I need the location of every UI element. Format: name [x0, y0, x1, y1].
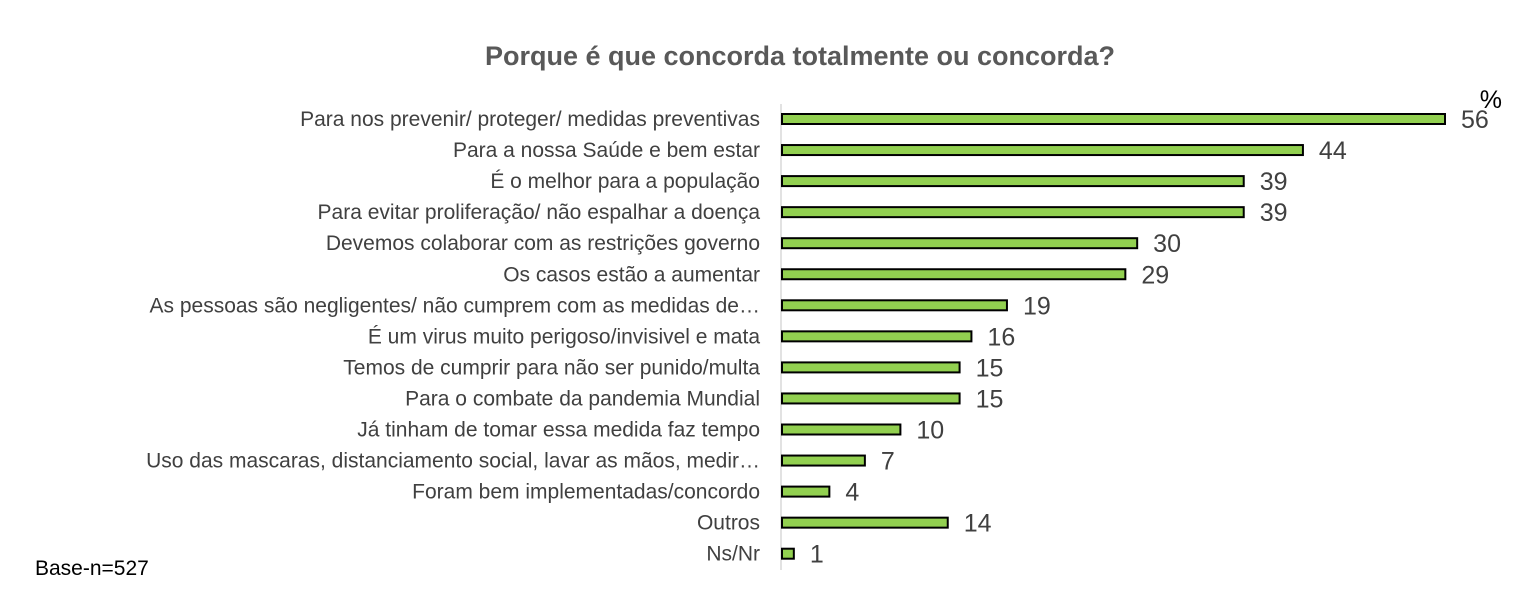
value-label: 19: [1023, 292, 1051, 320]
category-label: Para nos prevenir/ proteger/ medidas pre…: [300, 108, 760, 131]
bar: [781, 206, 1245, 219]
bar: [781, 547, 795, 560]
unit-label: %: [1480, 86, 1502, 114]
bar: [781, 361, 961, 374]
value-label: 4: [845, 479, 859, 507]
bar: [781, 113, 1446, 125]
value-label: 14: [964, 510, 992, 538]
category-label: As pessoas são negligentes/ não cumprem …: [150, 294, 761, 317]
value-label: 30: [1153, 230, 1181, 258]
value-label: 1: [810, 541, 824, 569]
bar: [781, 268, 1127, 281]
bar: [781, 423, 902, 436]
bar: [781, 485, 831, 498]
chart-title: Porque é que concorda totalmente ou conc…: [485, 41, 1115, 71]
bars-group: [781, 113, 1446, 560]
category-label: É o melhor para a população: [490, 170, 760, 193]
value-label: 7: [881, 448, 895, 476]
category-label: Outros: [697, 512, 760, 535]
category-label: Devemos colaborar com as restrições gove…: [326, 232, 760, 255]
bar: [781, 144, 1304, 157]
bar: [781, 330, 973, 343]
category-label: Ns/Nr: [706, 543, 760, 566]
value-label: 16: [987, 323, 1015, 351]
value-labels: 56 44 39 39 30 29 19 16 15 15 10 74 14 1: [810, 106, 1489, 569]
value-label: 44: [1319, 137, 1347, 165]
category-label: Para o combate da pandemia Mundial: [405, 387, 760, 410]
value-label: 15: [976, 354, 1004, 382]
bar: [781, 392, 961, 405]
bar: [781, 299, 1008, 312]
base-note: Base-n=527: [35, 557, 149, 580]
category-label: É um virus muito perigoso/invisivel e ma…: [368, 325, 760, 348]
bar: [781, 516, 949, 529]
category-label: Temos de cumprir para não ser punido/mul…: [343, 356, 760, 379]
bar: [781, 454, 866, 467]
category-label: Os casos estão a aumentar: [503, 263, 760, 286]
category-label: Para a nossa Saúde e bem estar: [453, 139, 760, 162]
value-label: 39: [1260, 199, 1288, 227]
value-label: 39: [1260, 168, 1288, 196]
value-label: 15: [976, 385, 1004, 413]
category-label: Uso das mascaras, distanciamento social,…: [146, 450, 760, 473]
category-label: Foram bem implementadas/concordo: [412, 481, 760, 504]
category-labels: Para nos prevenir/ proteger/ medidas pre…: [146, 108, 760, 566]
value-label: 10: [916, 417, 944, 445]
bar: [781, 237, 1139, 250]
category-label: Já tinham de tomar essa medida faz tempo: [357, 419, 760, 442]
value-label: 29: [1141, 261, 1169, 289]
category-label: Para evitar proliferação/ não espalhar a…: [318, 201, 761, 224]
bar: [781, 175, 1245, 188]
value-label: 56: [1461, 106, 1489, 134]
